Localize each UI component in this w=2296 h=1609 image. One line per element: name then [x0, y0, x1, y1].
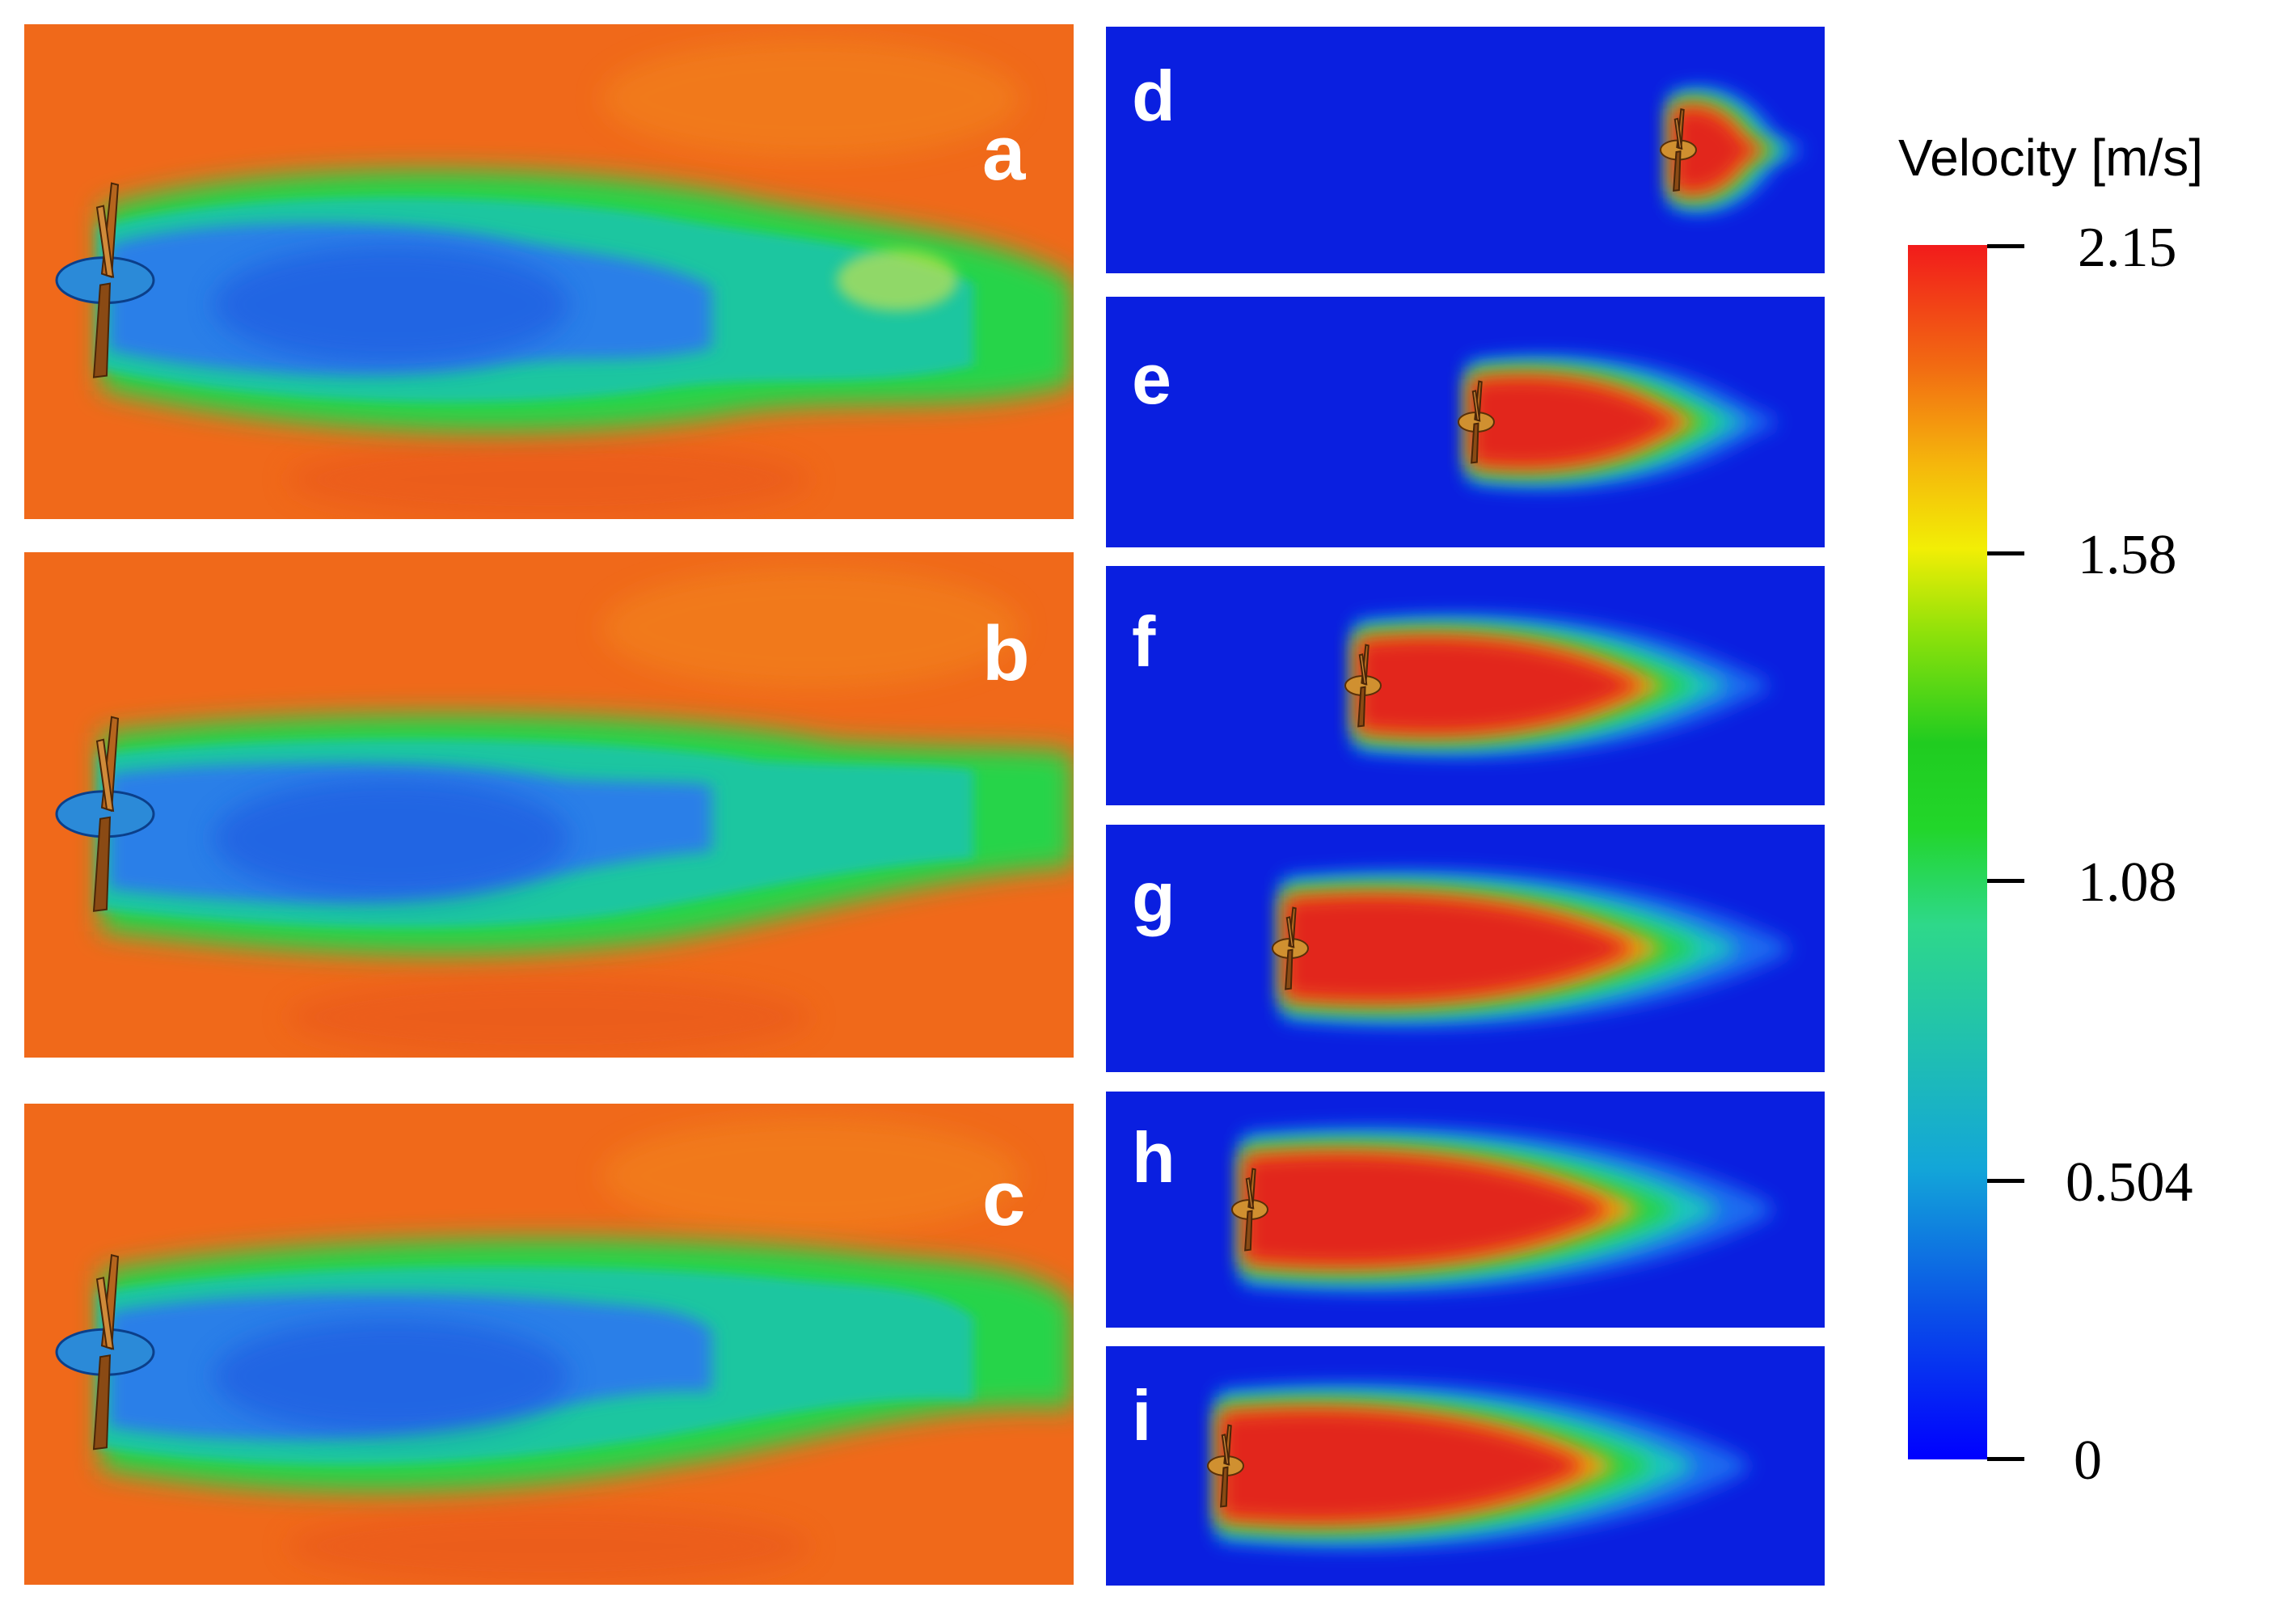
colorbar-tick-label: 1.58: [2078, 524, 2177, 586]
colorbar-tick: [1987, 1179, 2024, 1183]
velocity-field-h: [1106, 1092, 1825, 1328]
propeller-icon: [92, 1254, 120, 1451]
colorbar-tick-label-max: 2.15: [2078, 217, 2177, 279]
panel-label-i: i: [1132, 1375, 1152, 1455]
velocity-colorbar: [1908, 245, 1987, 1459]
panel-label-h: h: [1132, 1117, 1175, 1197]
velocity-field-f: [1106, 566, 1825, 805]
colorbar-title: Velocity [m/s]: [1898, 129, 2203, 187]
panel-g-velocity-contour: g: [1106, 825, 1825, 1072]
colorbar-tick-label-min: 0: [2074, 1430, 2102, 1492]
panel-label-f: f: [1132, 602, 1156, 682]
panel-e-velocity-contour: e: [1106, 297, 1825, 547]
velocity-field-d: [1106, 27, 1825, 273]
colorbar-tick: [1987, 879, 2024, 883]
panel-label-e: e: [1132, 339, 1171, 419]
velocity-field-e: [1106, 297, 1825, 547]
panel-h-velocity-contour: h: [1106, 1092, 1825, 1328]
colorbar-tick-label: 1.08: [2078, 851, 2177, 914]
panel-b-velocity-contour: b: [24, 552, 1074, 1058]
panel-f-velocity-contour: f: [1106, 566, 1825, 805]
colorbar-tick: [1987, 551, 2024, 555]
propeller-icon: [92, 182, 120, 378]
panel-label-c: c: [982, 1155, 1026, 1242]
propeller-icon: [1673, 108, 1685, 192]
panel-label-a: a: [982, 110, 1026, 196]
colorbar-tick: [1987, 244, 2024, 248]
colorbar-tick-label: 0.504: [2066, 1151, 2193, 1214]
propeller-icon: [92, 716, 120, 912]
velocity-field-c: [24, 1104, 1074, 1585]
panel-i-velocity-contour: i: [1106, 1346, 1825, 1586]
panel-label-d: d: [1132, 56, 1175, 136]
propeller-icon: [1357, 644, 1370, 728]
propeller-icon: [1285, 906, 1297, 990]
propeller-icon: [1244, 1168, 1256, 1252]
propeller-icon: [1220, 1424, 1232, 1508]
colorbar-tick: [1987, 1457, 2024, 1461]
velocity-field-g: [1106, 825, 1825, 1072]
panel-a-velocity-contour: a: [24, 24, 1074, 519]
velocity-field-i: [1106, 1346, 1825, 1586]
velocity-field-a: [24, 24, 1074, 519]
panel-label-b: b: [982, 610, 1030, 697]
panel-d-velocity-contour: d: [1106, 27, 1825, 273]
propeller-icon: [1471, 380, 1483, 464]
velocity-field-b: [24, 552, 1074, 1058]
panel-label-g: g: [1132, 857, 1175, 937]
panel-c-velocity-contour: c: [24, 1104, 1074, 1585]
